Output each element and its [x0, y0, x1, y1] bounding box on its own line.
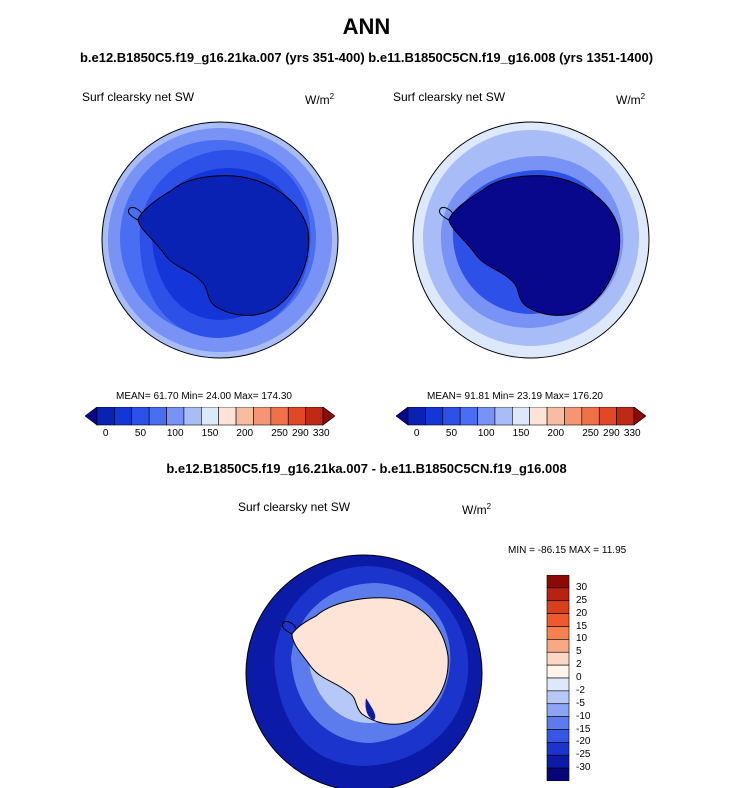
colorbar-swatch	[546, 690, 570, 705]
colorbar-swatch	[546, 600, 570, 614]
colorbar-swatch	[166, 407, 185, 426]
colorbar-tick-label: 30	[576, 581, 588, 593]
diff-polar-map	[245, 554, 483, 788]
panel2-colorbar	[396, 407, 646, 426]
colorbar-swatch	[546, 407, 565, 426]
colorbar-swatch	[442, 407, 461, 426]
colorbar-tick-label: 150	[201, 428, 219, 439]
colorbar-swatch	[546, 742, 570, 756]
colorbar-swatch	[598, 407, 617, 426]
colorbar-swatch	[396, 407, 409, 426]
colorbar-swatch	[114, 407, 133, 426]
colorbar-tick-label: 330	[312, 428, 330, 439]
colorbar-tick-label: -25	[576, 749, 591, 761]
colorbar-swatch	[546, 587, 570, 602]
panel1-variable-label: Surf clearsky net SW	[82, 90, 195, 104]
colorbar-swatch	[477, 407, 496, 426]
colorbar-tick-label: 50	[445, 428, 458, 439]
colorbar-swatch	[546, 716, 570, 730]
panel1-polar-map	[101, 121, 339, 359]
colorbar-swatch	[235, 407, 254, 426]
panel2-stats: MEAN= 91.81 Min= 23.19 Max= 176.20	[427, 391, 603, 402]
panel1-stats: MEAN= 61.70 Min= 24.00 Max= 174.30	[116, 391, 292, 402]
colorbar-swatch	[633, 407, 646, 426]
colorbar-tick-label: 290	[603, 428, 620, 439]
colorbar-tick-label: 2	[576, 659, 582, 671]
colorbar-swatch	[564, 407, 583, 426]
colorbar-tick-label: 10	[576, 633, 588, 645]
colorbar-swatch	[201, 407, 219, 426]
difference-title: b.e12.B1850C5.f19_g16.21ka.007 - b.e11.B…	[166, 461, 567, 476]
figure-subtitle: b.e12.B1850C5.f19_g16.21ka.007 (yrs 351-…	[79, 50, 654, 65]
colorbar-tick-label: 250	[582, 428, 599, 439]
colorbar-tick-label: 15	[576, 620, 588, 632]
colorbar-swatch	[546, 664, 570, 679]
colorbar-tick-label: 150	[512, 428, 530, 439]
colorbar-swatch	[218, 407, 237, 426]
colorbar-swatch	[546, 767, 570, 781]
colorbar-swatch	[253, 407, 272, 426]
colorbar-swatch	[616, 407, 635, 426]
colorbar-tick-label: 20	[576, 607, 588, 619]
colorbar-tick-label: 200	[547, 428, 565, 439]
colorbar-swatch	[131, 407, 150, 426]
colorbar-swatch	[287, 407, 306, 426]
colorbar-tick-label: 250	[271, 428, 288, 439]
colorbar-tick-label: 5	[576, 646, 582, 658]
diff-colorbar	[546, 575, 570, 781]
colorbar-swatch	[546, 575, 570, 589]
colorbar-tick-label: 0	[576, 672, 582, 683]
colorbar-swatch	[546, 613, 570, 627]
colorbar-swatch	[546, 677, 570, 692]
colorbar-swatch	[546, 703, 570, 717]
colorbar-tick-label: -15	[576, 723, 591, 735]
colorbar-swatch	[407, 407, 426, 426]
colorbar-swatch	[546, 754, 570, 769]
colorbar-swatch	[459, 407, 478, 426]
colorbar-tick-label: -20	[576, 736, 591, 748]
colorbar-tick-label: 0	[413, 428, 420, 439]
colorbar-tick-label: -10	[576, 710, 591, 722]
colorbar-swatch	[546, 729, 570, 743]
colorbar-swatch	[322, 407, 335, 426]
diff-variable-label: Surf clearsky net SW	[238, 500, 351, 514]
colorbar-swatch	[546, 626, 570, 640]
colorbar-tick-label: 50	[134, 428, 147, 439]
colorbar-swatch	[96, 407, 115, 426]
panel2-variable-label: Surf clearsky net SW	[393, 90, 506, 104]
colorbar-swatch	[546, 651, 570, 666]
diff-units: W/m2	[462, 502, 492, 517]
colorbar-tick-label: -30	[576, 762, 591, 774]
colorbar-swatch	[546, 639, 570, 653]
panel1-colorbar	[85, 407, 335, 426]
panel1-units: W/m2	[305, 92, 335, 107]
colorbar-tick-label: 290	[292, 428, 309, 439]
colorbar-tick-label: -5	[576, 697, 585, 709]
colorbar-swatch	[270, 407, 289, 426]
panel2-polar-map	[412, 121, 650, 359]
colorbar-swatch	[148, 407, 167, 426]
colorbar-tick-label: 0	[102, 428, 109, 439]
colorbar-tick-label: 25	[576, 594, 588, 606]
colorbar-tick-label: 100	[166, 428, 184, 439]
colorbar-swatch	[494, 407, 513, 426]
figure-title: ANN	[342, 14, 391, 39]
colorbar-swatch	[512, 407, 530, 426]
panel2-units: W/m2	[616, 92, 646, 107]
diff-stats: MIN = -86.15 MAX = 11.95	[508, 545, 627, 556]
colorbar-tick-label: 100	[477, 428, 495, 439]
colorbar-swatch	[85, 407, 98, 426]
colorbar-swatch	[183, 407, 202, 426]
colorbar-swatch	[425, 407, 444, 426]
colorbar-swatch	[529, 407, 548, 426]
colorbar-swatch	[305, 407, 324, 426]
colorbar-tick-label: -2	[576, 684, 585, 696]
colorbar-swatch	[581, 407, 600, 426]
colorbar-tick-label: 330	[623, 428, 641, 439]
colorbar-tick-label: 200	[236, 428, 254, 439]
